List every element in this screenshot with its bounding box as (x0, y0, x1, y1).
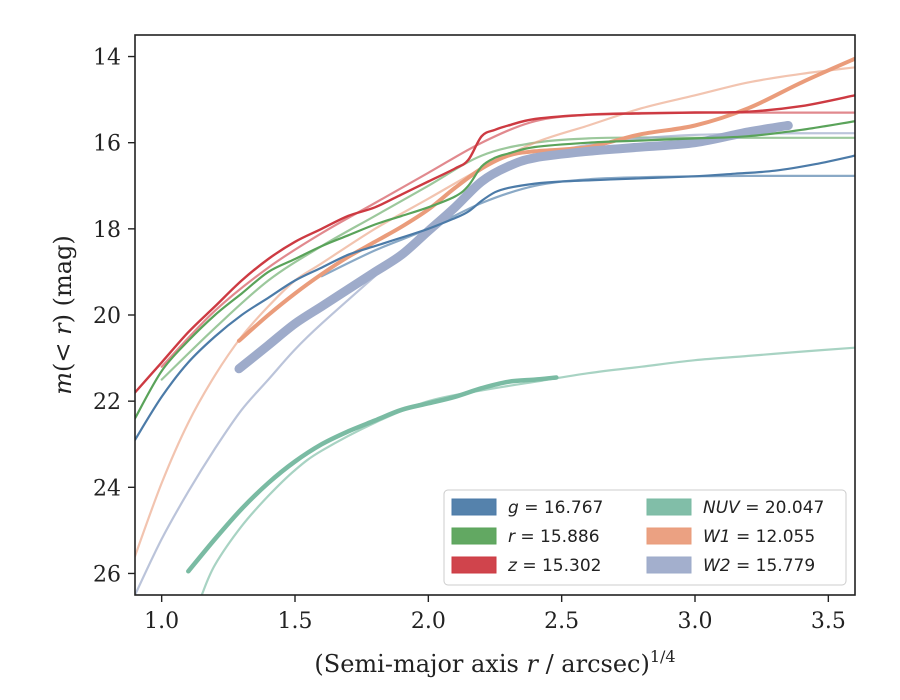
legend-band: W2 (703, 556, 731, 576)
legend-entry-label: W1 = 12.055 (703, 527, 815, 547)
legend-band: z (507, 556, 518, 576)
series-line-nuv (186, 375, 559, 574)
legend-swatch (451, 527, 497, 545)
series-line-z (135, 94, 855, 394)
legend-swatch (646, 556, 692, 574)
x-tick-label: 3.5 (811, 609, 846, 634)
y-tick-label: 22 (93, 390, 121, 415)
legend-band: NUV (703, 498, 741, 518)
legend-band: g (508, 498, 519, 518)
legend-swatch (451, 556, 497, 574)
x-tick-label: 2.5 (544, 609, 579, 634)
legend-value: = 16.767 (519, 498, 604, 518)
series-line-w1 (237, 56, 855, 343)
x-axis-label-main: (Semi-major axis (314, 650, 526, 678)
series-layer (135, 56, 855, 595)
x-axis-ticks: 1.0 1.5 2.0 2.5 3.0 3.5 (144, 595, 846, 634)
legend-band: W1 (703, 527, 731, 547)
legend-value: = 15.779 (731, 556, 816, 576)
x-tick-label: 3.0 (678, 609, 713, 634)
legend-entry-label: z = 15.302 (507, 556, 601, 576)
y-tick-label: 24 (93, 476, 121, 501)
y-tick-label: 26 (93, 562, 121, 587)
series-line-r (135, 120, 855, 420)
y-axis-label-rest: ) (mag) (49, 235, 77, 323)
series-line-w2 (234, 121, 793, 374)
legend-entry-label: r = 15.886 (508, 527, 600, 547)
y-axis-label-lt: (< (49, 335, 77, 372)
y-axis-label: m(< r) (mag) (49, 235, 77, 395)
y-axis-ticks: 14 16 18 20 22 24 26 (93, 46, 135, 587)
x-tick-label: 1.5 (278, 609, 313, 634)
y-tick-label: 16 (93, 132, 121, 157)
legend-band: r (508, 527, 516, 547)
x-tick-label: 2.0 (411, 609, 446, 634)
legend-swatch (646, 498, 692, 516)
legend-value: = 12.055 (731, 527, 816, 547)
legend-swatch (451, 498, 497, 516)
y-axis-label-m: m (49, 372, 77, 395)
legend-value: = 15.302 (517, 556, 602, 576)
x-axis-label-var: r (526, 650, 539, 678)
x-axis-label-sup: 1/4 (650, 647, 676, 666)
legend-entry-label: NUV = 20.047 (703, 498, 824, 518)
y-axis-label-r: r (49, 322, 77, 335)
series-line-w1-model (135, 66, 855, 558)
x-axis-label: (Semi-major axis r / arcsec)1/4 (314, 647, 675, 678)
y-tick-label: 14 (93, 46, 121, 71)
y-tick-label: 18 (93, 218, 121, 243)
legend-value: = 20.047 (740, 498, 825, 518)
y-tick-label: 20 (93, 304, 121, 329)
x-tick-label: 1.0 (144, 609, 179, 634)
legend-swatch (646, 527, 692, 545)
x-axis-label-rest: / arcsec) (538, 650, 650, 678)
legend-entry-label: W2 = 15.779 (703, 556, 815, 576)
legend-entry-label: g = 16.767 (508, 498, 603, 518)
legend-frame (443, 489, 847, 586)
series-line-z-model (160, 111, 855, 368)
legend-value: = 15.886 (515, 527, 600, 547)
series-line-g (135, 154, 855, 441)
